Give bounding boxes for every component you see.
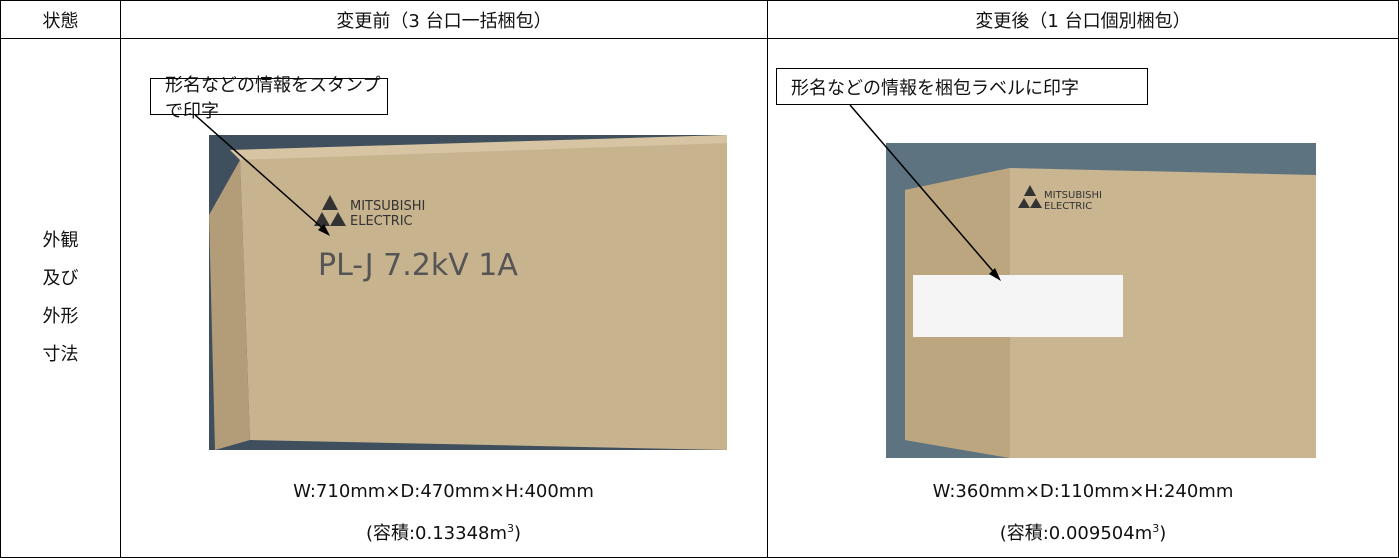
callout-text: 形名などの情報をスタンプで印字 — [165, 74, 381, 122]
volume-sup: 3 — [1152, 522, 1160, 535]
arrow — [194, 114, 329, 234]
label-sticker — [913, 275, 1123, 337]
photo-text: MITSUBISHI — [1044, 190, 1102, 201]
logo — [314, 212, 330, 226]
photo-text: PL-J 7.2kV 1A — [318, 248, 518, 283]
volume-sup: 3 — [507, 522, 515, 535]
volume-text: (容積:0.009504m — [999, 523, 1153, 544]
row-label: 及び — [42, 268, 79, 289]
logo — [1024, 185, 1036, 196]
volume-end: ) — [1159, 523, 1167, 544]
volume-text: (容積:0.13348m — [365, 523, 508, 544]
row-label: 寸法 — [42, 344, 79, 365]
header-text: 変更前（3 台口一括梱包） — [336, 10, 552, 32]
volume: (容積:0.13348m3) — [120, 519, 767, 545]
logo — [322, 195, 338, 210]
dimensions: W:360mm×D:110mm×H:240mm — [932, 481, 1234, 502]
box-top — [230, 135, 727, 160]
row-label: 外観 — [42, 230, 79, 251]
volume-end: ) — [514, 523, 522, 544]
arrowhead — [318, 224, 330, 236]
photo-text: ELECTRIC — [350, 214, 413, 229]
box-side — [209, 160, 250, 450]
arrow — [849, 104, 999, 278]
photo-text: ELECTRIC — [1044, 201, 1092, 212]
header-text: 状態 — [42, 10, 79, 32]
callout: 形名などの情報を梱包ラベルに印字 — [776, 68, 1148, 105]
logo — [1018, 198, 1030, 208]
logo — [1030, 198, 1042, 208]
callout-text: 形名などの情報を梱包ラベルに印字 — [791, 77, 1079, 99]
callout: 形名などの情報をスタンプで印字 — [150, 75, 388, 122]
logo — [330, 212, 346, 226]
photo-text: MITSUBISHI — [350, 199, 425, 214]
header-text: 変更後（1 台口個別梱包） — [975, 10, 1191, 32]
row-label: 外形 — [42, 306, 79, 327]
arrowhead — [989, 268, 1001, 281]
box-front — [240, 140, 727, 450]
volume: (容積:0.009504m3) — [767, 519, 1399, 545]
dimensions: W:710mm×D:470mm×H:400mm — [293, 481, 594, 502]
